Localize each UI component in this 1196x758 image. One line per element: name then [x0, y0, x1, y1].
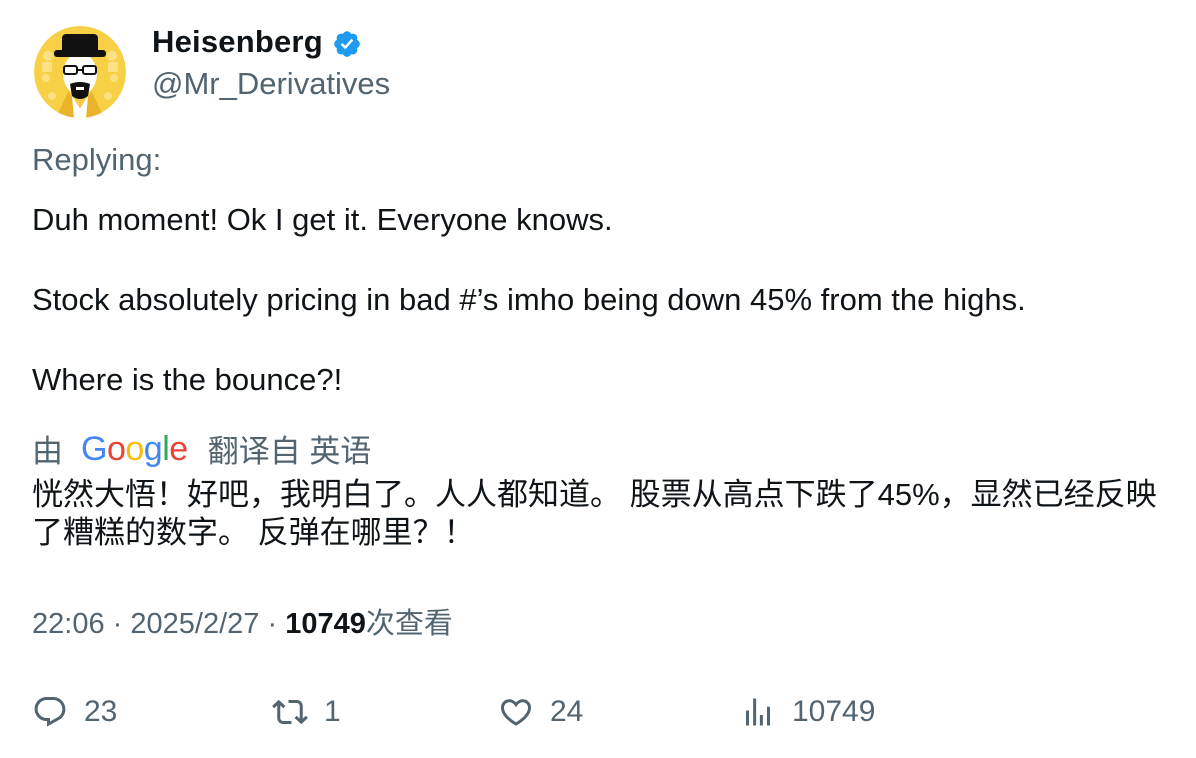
analytics-icon	[740, 694, 776, 730]
google-letter: o	[106, 430, 126, 468]
paragraph-gap	[32, 320, 1172, 360]
paragraph-gap	[32, 240, 1172, 280]
action-bar: 23 1 24 10749	[32, 688, 1172, 736]
retweet-button[interactable]: 1	[272, 688, 341, 736]
tweet-text-line: Duh moment! Ok I get it. Everyone knows.	[32, 202, 613, 237]
views-count: 10749	[792, 695, 876, 728]
retweet-count: 1	[324, 695, 341, 728]
tweet-text-line: Where is the bounce?!	[32, 362, 343, 397]
google-letter: o	[125, 430, 144, 468]
views-label: 次查看	[365, 608, 453, 640]
google-letter: g	[143, 430, 163, 468]
like-count: 24	[550, 695, 584, 728]
translated-text: 恍然大悟！好吧，我明白了。人人都知道。 股票从高点下跌了45%，显然已经反映了糟…	[32, 477, 1157, 550]
google-letter: G	[81, 430, 107, 468]
display-name-row: Heisenberg	[152, 26, 390, 58]
retweet-icon	[272, 694, 308, 730]
translated-from-label: 翻译自 英语	[207, 433, 372, 469]
views-button[interactable]: 10749	[740, 688, 875, 736]
heart-icon	[498, 694, 534, 730]
google-letter: e	[169, 430, 188, 468]
reply-button[interactable]: 23	[32, 688, 117, 736]
tweet-time[interactable]: 22:06	[32, 608, 105, 640]
google-letter: l	[162, 430, 170, 468]
translation-attribution[interactable]: 由 Google 翻译自 英语	[32, 428, 372, 469]
replying-label: Replying:	[32, 142, 162, 177]
google-logo: Google	[81, 429, 188, 469]
tweet-date[interactable]: 2025/2/27	[130, 608, 260, 640]
views-number: 10749	[285, 608, 366, 640]
tweet-meta: 22:06 · 2025/2/27 · 10749次查看	[32, 604, 453, 644]
author-handle[interactable]: @Mr_Derivatives	[152, 66, 391, 101]
translated-by-label: 由	[32, 433, 63, 469]
author-display-name[interactable]: Heisenberg	[152, 24, 323, 59]
like-button[interactable]: 24	[498, 688, 583, 736]
verified-badge-icon[interactable]	[332, 29, 362, 59]
tweet-text-line: Stock absolutely pricing in bad #’s imho…	[32, 282, 1026, 317]
meta-separator: ·	[112, 608, 123, 640]
reply-count: 23	[84, 695, 118, 728]
tweet-header: Heisenberg @Mr_Derivatives	[34, 26, 390, 122]
heisenberg-avatar-icon[interactable]	[34, 26, 126, 118]
author-names: Heisenberg @Mr_Derivatives	[152, 26, 390, 104]
reply-icon	[32, 694, 68, 730]
tweet-body: Duh moment! Ok I get it. Everyone knows.…	[32, 200, 1172, 400]
meta-separator: ·	[267, 608, 278, 640]
